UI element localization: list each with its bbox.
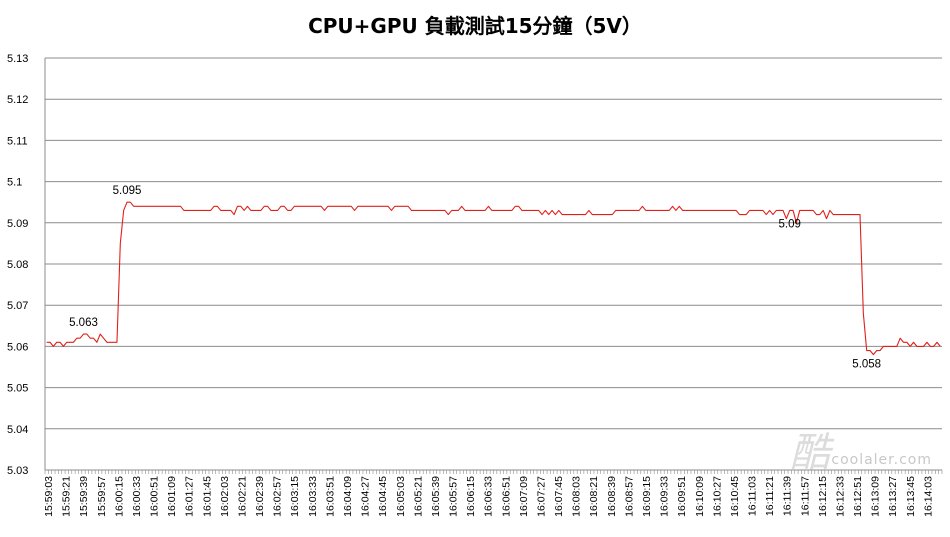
x-tick-label: 16:08:39	[606, 476, 618, 517]
data-label: 5.095	[113, 185, 142, 197]
x-tick-label: 16:03:33	[307, 476, 319, 517]
y-tick-label: 5.05	[7, 383, 28, 395]
x-tick-label: 16:05:57	[448, 476, 460, 517]
x-tick-label: 16:10:09	[694, 476, 706, 517]
x-tick-label: 16:05:03	[395, 476, 407, 517]
x-tick-label: 16:02:57	[272, 476, 284, 517]
y-tick-label: 5.1	[7, 177, 22, 189]
x-tick-label: 16:13:45	[905, 476, 917, 517]
x-tick-label: 16:12:51	[852, 476, 864, 517]
series-line	[46, 201, 941, 356]
x-tick-label: 16:07:45	[553, 476, 565, 517]
x-tick-label: 16:04:45	[377, 476, 389, 517]
x-tick-label: 16:03:51	[324, 476, 336, 517]
x-tick-label: 15:59:03	[43, 476, 55, 517]
watermark-logo-icon: 酷	[790, 430, 830, 476]
x-tick-label: 16:12:33	[834, 476, 846, 517]
x-tick-label: 16:06:15	[465, 476, 477, 517]
x-tick-label: 16:10:45	[729, 476, 741, 517]
x-tick-label: 15:59:39	[78, 476, 90, 517]
x-tick-label: 16:11:03	[747, 476, 759, 516]
x-tick-label: 16:04:27	[360, 476, 372, 517]
x-tick-label: 16:01:45	[201, 476, 213, 517]
x-tick-label: 16:07:09	[518, 476, 530, 517]
x-tick-label: 16:04:09	[342, 476, 354, 517]
x-tick-label: 16:10:27	[711, 476, 723, 517]
x-tick-label: 16:08:21	[588, 476, 600, 517]
chart-title: CPU+GPU 負載測試15分鐘（5V）	[308, 14, 642, 38]
x-tick-label: 16:11:39	[782, 476, 794, 516]
gridlines	[45, 57, 942, 471]
x-tick-label: 16:05:39	[430, 476, 442, 517]
series-lines	[46, 201, 941, 356]
x-tick-label: 16:00:15	[113, 476, 125, 517]
x-tick-label: 16:00:51	[149, 476, 161, 517]
x-tick-label: 16:13:09	[870, 476, 882, 517]
y-tick-label: 5.04	[7, 424, 28, 436]
x-tick-label: 16:02:21	[236, 476, 248, 517]
data-label: 5.063	[69, 317, 98, 329]
x-tick-label: 16:06:33	[483, 476, 495, 517]
y-tick-label: 5.13	[7, 53, 28, 65]
x-tick-label: 16:03:15	[289, 476, 301, 517]
x-tick-label: 16:06:51	[500, 476, 512, 517]
x-tick-label: 16:08:57	[623, 476, 635, 517]
y-tick-label: 5.07	[7, 300, 28, 312]
x-tick-label: 15:59:21	[61, 476, 73, 517]
x-tick-label: 15:59:57	[96, 476, 108, 517]
y-tick-label: 5.12	[7, 94, 28, 106]
x-tick-label: 16:02:39	[254, 476, 266, 517]
x-tick-label: 16:01:09	[166, 476, 178, 517]
data-label: 5.09	[779, 218, 801, 230]
x-tick-label: 16:11:57	[799, 476, 811, 516]
axes	[44, 58, 943, 474]
y-tick-label: 5.09	[7, 218, 28, 230]
watermark-text: coolaler.com	[831, 452, 932, 468]
y-tick-label: 5.03	[7, 465, 28, 477]
data-labels: 5.063 5.095 5.09 5.058	[69, 185, 881, 370]
y-tick-label: 5.08	[7, 259, 28, 271]
y-tick-labels: 5.03 5.04 5.05 5.06 5.07 5.08 5.09 5.1 5.11 5.12 5…	[7, 53, 28, 477]
x-tick-label: 16:12:15	[817, 476, 829, 517]
x-tick-label: 16:09:33	[659, 476, 671, 517]
x-tick-label: 16:08:03	[571, 476, 583, 517]
data-label: 5.058	[852, 359, 881, 371]
x-tick-label: 16:02:03	[219, 476, 231, 517]
watermark: 酷 coolaler.com	[790, 420, 940, 480]
x-tick-labels: 15:59:03 15:59:21 15:59:39 15:59:57 16:00:15…	[43, 476, 934, 517]
x-tick-label: 16:13:27	[887, 476, 899, 517]
x-tick-label: 16:05:21	[412, 476, 424, 517]
y-tick-label: 5.06	[7, 341, 28, 353]
x-tick-label: 16:07:27	[535, 476, 547, 517]
x-tick-label: 16:09:51	[676, 476, 688, 517]
x-tick-label: 16:00:33	[131, 476, 143, 517]
x-tick-label: 16:14:03	[922, 476, 934, 517]
y-tick-label: 5.11	[7, 135, 28, 147]
x-tick-label: 16:11:21	[764, 476, 776, 516]
x-tick-label: 16:09:15	[641, 476, 653, 517]
x-tick-label: 16:01:27	[184, 476, 196, 517]
